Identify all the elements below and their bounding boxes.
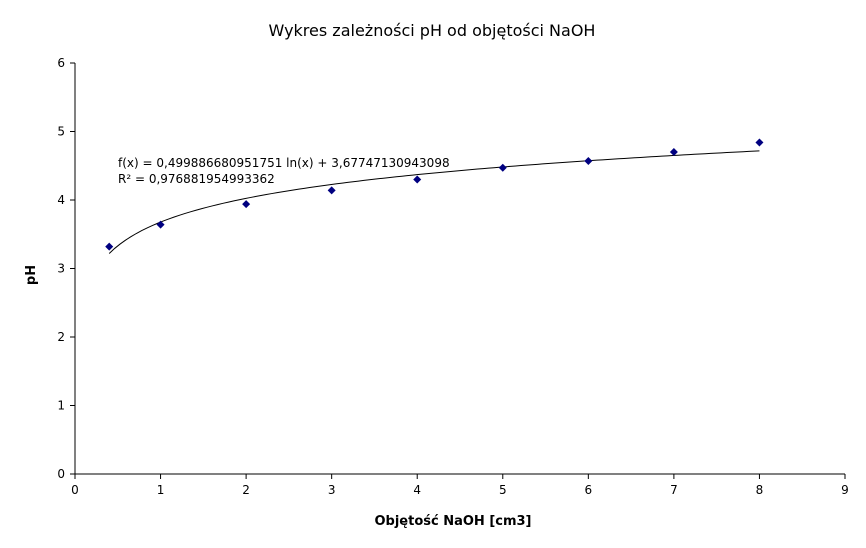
chart-title: Wykres zależności pH od objętości NaOH (269, 21, 596, 40)
data-points (105, 138, 764, 251)
x-tick-label: 1 (157, 483, 165, 497)
x-tick-label: 3 (328, 483, 336, 497)
data-point (498, 163, 507, 172)
data-point (242, 200, 251, 209)
x-tick-label: 4 (413, 483, 421, 497)
data-point (413, 175, 422, 184)
trendline (108, 150, 760, 254)
x-tick-label: 8 (756, 483, 764, 497)
x-tick-label: 2 (242, 483, 250, 497)
x-tick-label: 6 (585, 483, 593, 497)
y-ticks: 0 1 2 3 4 5 6 (57, 56, 75, 481)
y-tick-label: 5 (57, 125, 65, 139)
x-axis-label: Objętość NaOH [cm3] (374, 514, 531, 529)
data-point (105, 242, 114, 251)
x-ticks: 0 1 2 3 4 5 6 7 8 9 (71, 474, 849, 497)
x-tick-label: 7 (670, 483, 678, 497)
trendline-r2: R² = 0,976881954993362 (118, 172, 275, 186)
trendline-equation: f(x) = 0,499886680951751 ln(x) + 3,67747… (118, 156, 450, 170)
data-point (584, 156, 593, 165)
y-tick-label: 3 (57, 262, 65, 276)
data-point (327, 186, 336, 195)
x-tick-label: 9 (841, 483, 849, 497)
y-tick-label: 2 (57, 330, 65, 344)
x-tick-label: 0 (71, 483, 79, 497)
data-point (669, 148, 678, 157)
y-tick-label: 4 (57, 193, 65, 207)
y-tick-label: 6 (57, 56, 65, 70)
y-tick-label: 1 (57, 399, 65, 413)
x-tick-label: 5 (499, 483, 507, 497)
y-tick-label: 0 (57, 467, 65, 481)
y-axis-label: pH (24, 265, 39, 285)
axes (74, 63, 845, 475)
data-point (755, 138, 764, 147)
data-point (156, 220, 165, 229)
